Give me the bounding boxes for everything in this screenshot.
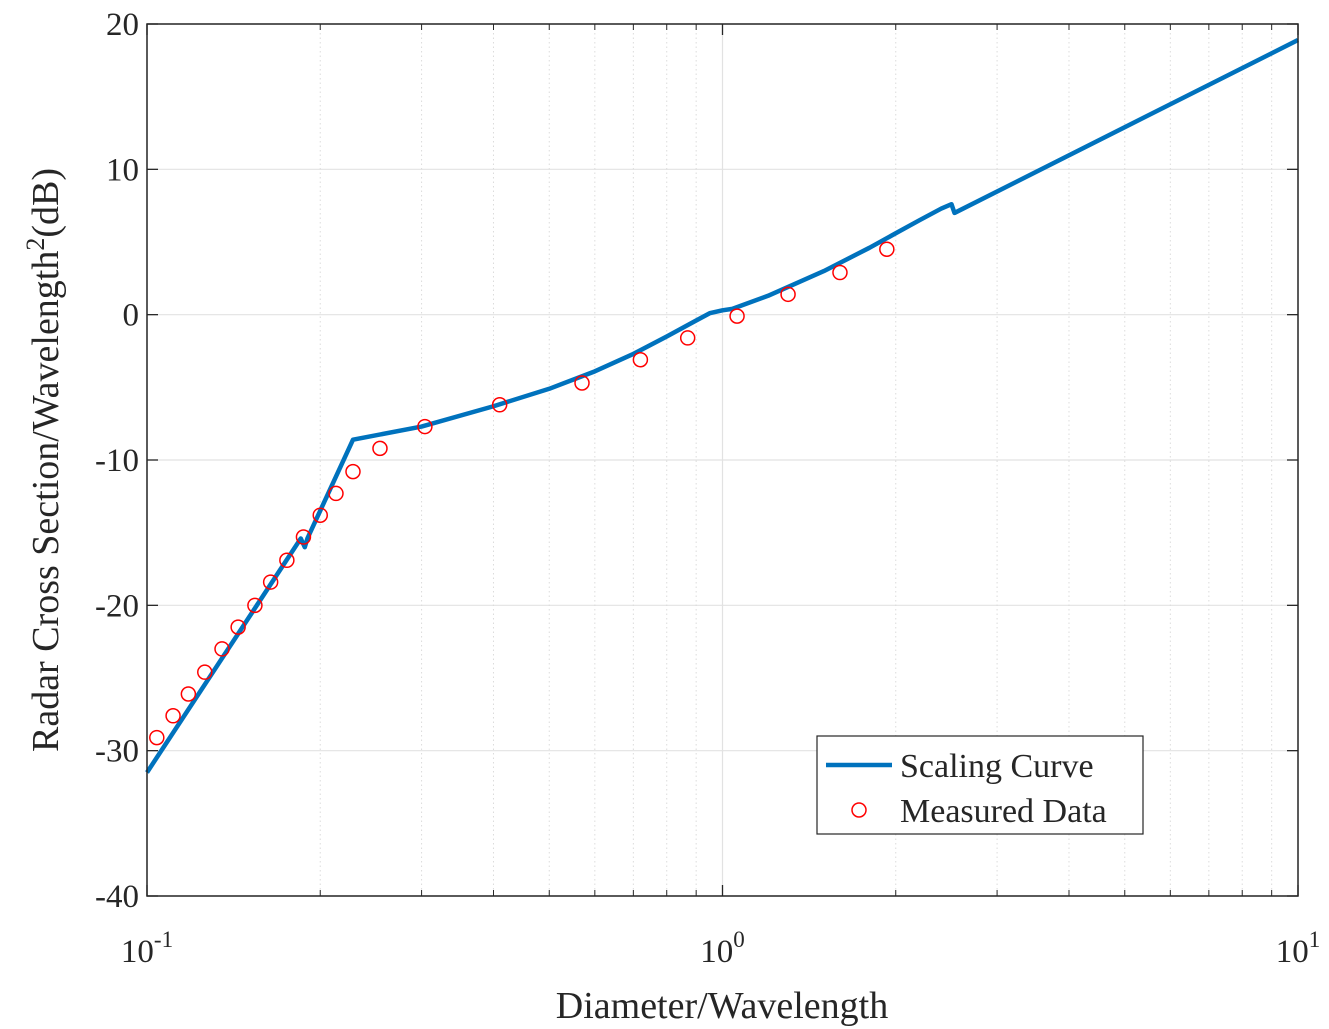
scaling-curve-line (145, 37, 1300, 774)
legend-label-measured-data: Measured Data (900, 793, 1107, 830)
measured-data-point (729, 308, 745, 324)
measured-data-point (312, 507, 328, 523)
measured-data-point (679, 330, 696, 346)
measured-data-point (632, 351, 649, 368)
series-layer (145, 37, 1300, 774)
measured-data-point (149, 729, 165, 746)
x-tick-label: 100 (700, 927, 745, 970)
y-tick-label: -30 (95, 734, 139, 770)
measured-data-point (832, 264, 848, 281)
legend-label-scaling-curve: Scaling Curve (900, 748, 1094, 785)
x-tick-label: 101 (1276, 927, 1321, 970)
measured-data-point (279, 552, 295, 569)
measured-data-point (574, 375, 590, 391)
measured-data-point (230, 619, 246, 635)
measured-data-point (262, 574, 279, 590)
y-tick-label: 20 (106, 7, 139, 43)
measured-data-point (417, 418, 433, 435)
y-tick-label: -40 (95, 879, 139, 915)
legend-marker-swatch (851, 802, 867, 818)
y-tick-label: -10 (95, 443, 139, 479)
legend-box (816, 735, 1144, 835)
measured-data-point (180, 686, 197, 702)
y-axis-label-superscript: 2 (21, 238, 50, 251)
y-axis-label-suffix: (dB) (25, 168, 67, 238)
measured-data-point (345, 463, 361, 480)
measured-data-point (780, 286, 796, 303)
ticks (146, 23, 1299, 897)
x-tick-label: 10-1 (121, 927, 173, 970)
measured-data-point (328, 485, 344, 502)
y-axis-label: Radar Cross Section/Wavelength2(dB) (21, 168, 67, 752)
y-tick-label: -20 (95, 588, 139, 624)
y-tick-label: 10 (106, 152, 139, 188)
measured-data-point (879, 241, 895, 258)
tick-labels: -40 -30 -20 -10 0 10 20 10-1 100 101 (95, 7, 1320, 970)
measured-data-point (295, 529, 312, 545)
measured-data-point (372, 440, 388, 457)
measured-data-point (214, 641, 230, 657)
y-tick-label: 0 (123, 298, 140, 334)
x-axis-label: Diameter/Wavelength (556, 985, 888, 1027)
measured-data-point (165, 708, 181, 724)
legend: Scaling Curve Measured Data (816, 735, 1144, 835)
measured-data-point (491, 397, 508, 413)
y-axis-label-main: Radar Cross Section/Wavelength (25, 251, 67, 752)
measured-data-point (247, 597, 263, 614)
measured-data-point (197, 664, 213, 680)
